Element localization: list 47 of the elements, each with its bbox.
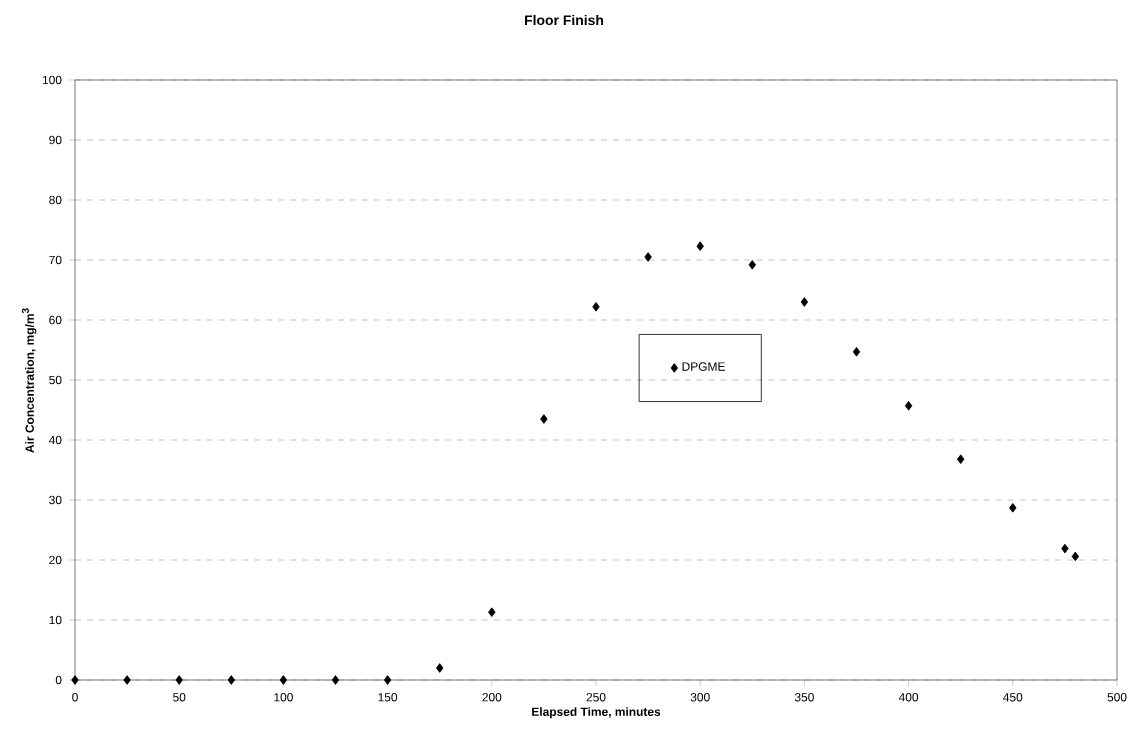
x-tick-label: 50 [173, 693, 186, 702]
x-tick-label: 450 [1003, 693, 1023, 702]
x-axis-title: Elapsed Time, minutes [532, 707, 661, 719]
point [1071, 551, 1080, 562]
point [748, 260, 756, 270]
y-tick-label: 40 [48, 435, 62, 445]
point [1061, 543, 1069, 554]
point [488, 607, 496, 617]
y-tick-label: 0 [55, 675, 62, 685]
x-tick-label: 400 [898, 693, 919, 702]
point [957, 454, 965, 464]
y-axis-title: Air Concentration, mg/m$^{3}$ [21, 308, 37, 453]
point [696, 241, 704, 251]
point [436, 663, 444, 673]
y-tick-label: 20 [49, 555, 62, 565]
point [540, 414, 548, 424]
point [852, 347, 861, 357]
x-tick-label: 0 [72, 693, 78, 702]
x-tick-label: 200 [482, 693, 502, 702]
x-tick-label: 500 [1107, 693, 1127, 702]
x-tick-label: 350 [794, 693, 814, 702]
point [227, 675, 235, 685]
x-tick-label: 150 [378, 693, 398, 702]
y-tick-label: 90 [49, 135, 62, 145]
point [71, 675, 79, 685]
y-tick-label: 100 [42, 75, 62, 85]
point [123, 675, 131, 685]
point [331, 675, 340, 685]
point [175, 675, 183, 685]
point [383, 675, 392, 685]
point [904, 401, 913, 411]
y-tick-label: 70 [49, 255, 62, 265]
y-tick-label: 80 [49, 195, 62, 205]
point [279, 675, 288, 685]
y-tick-label: 30 [49, 495, 62, 505]
y-tick-label: 50 [49, 375, 62, 385]
y-tick-label: 10 [49, 615, 62, 625]
point [644, 252, 652, 262]
chart-title: Floor Finish [525, 14, 604, 26]
x-tick-label: 250 [586, 693, 606, 702]
point [1009, 503, 1017, 513]
point [800, 297, 809, 307]
point [592, 302, 600, 312]
x-tick-label: 100 [274, 693, 293, 702]
y-tick-label: 60 [49, 315, 62, 325]
x-tick-label: 300 [690, 693, 710, 702]
legend-label: DPGME [682, 362, 725, 371]
